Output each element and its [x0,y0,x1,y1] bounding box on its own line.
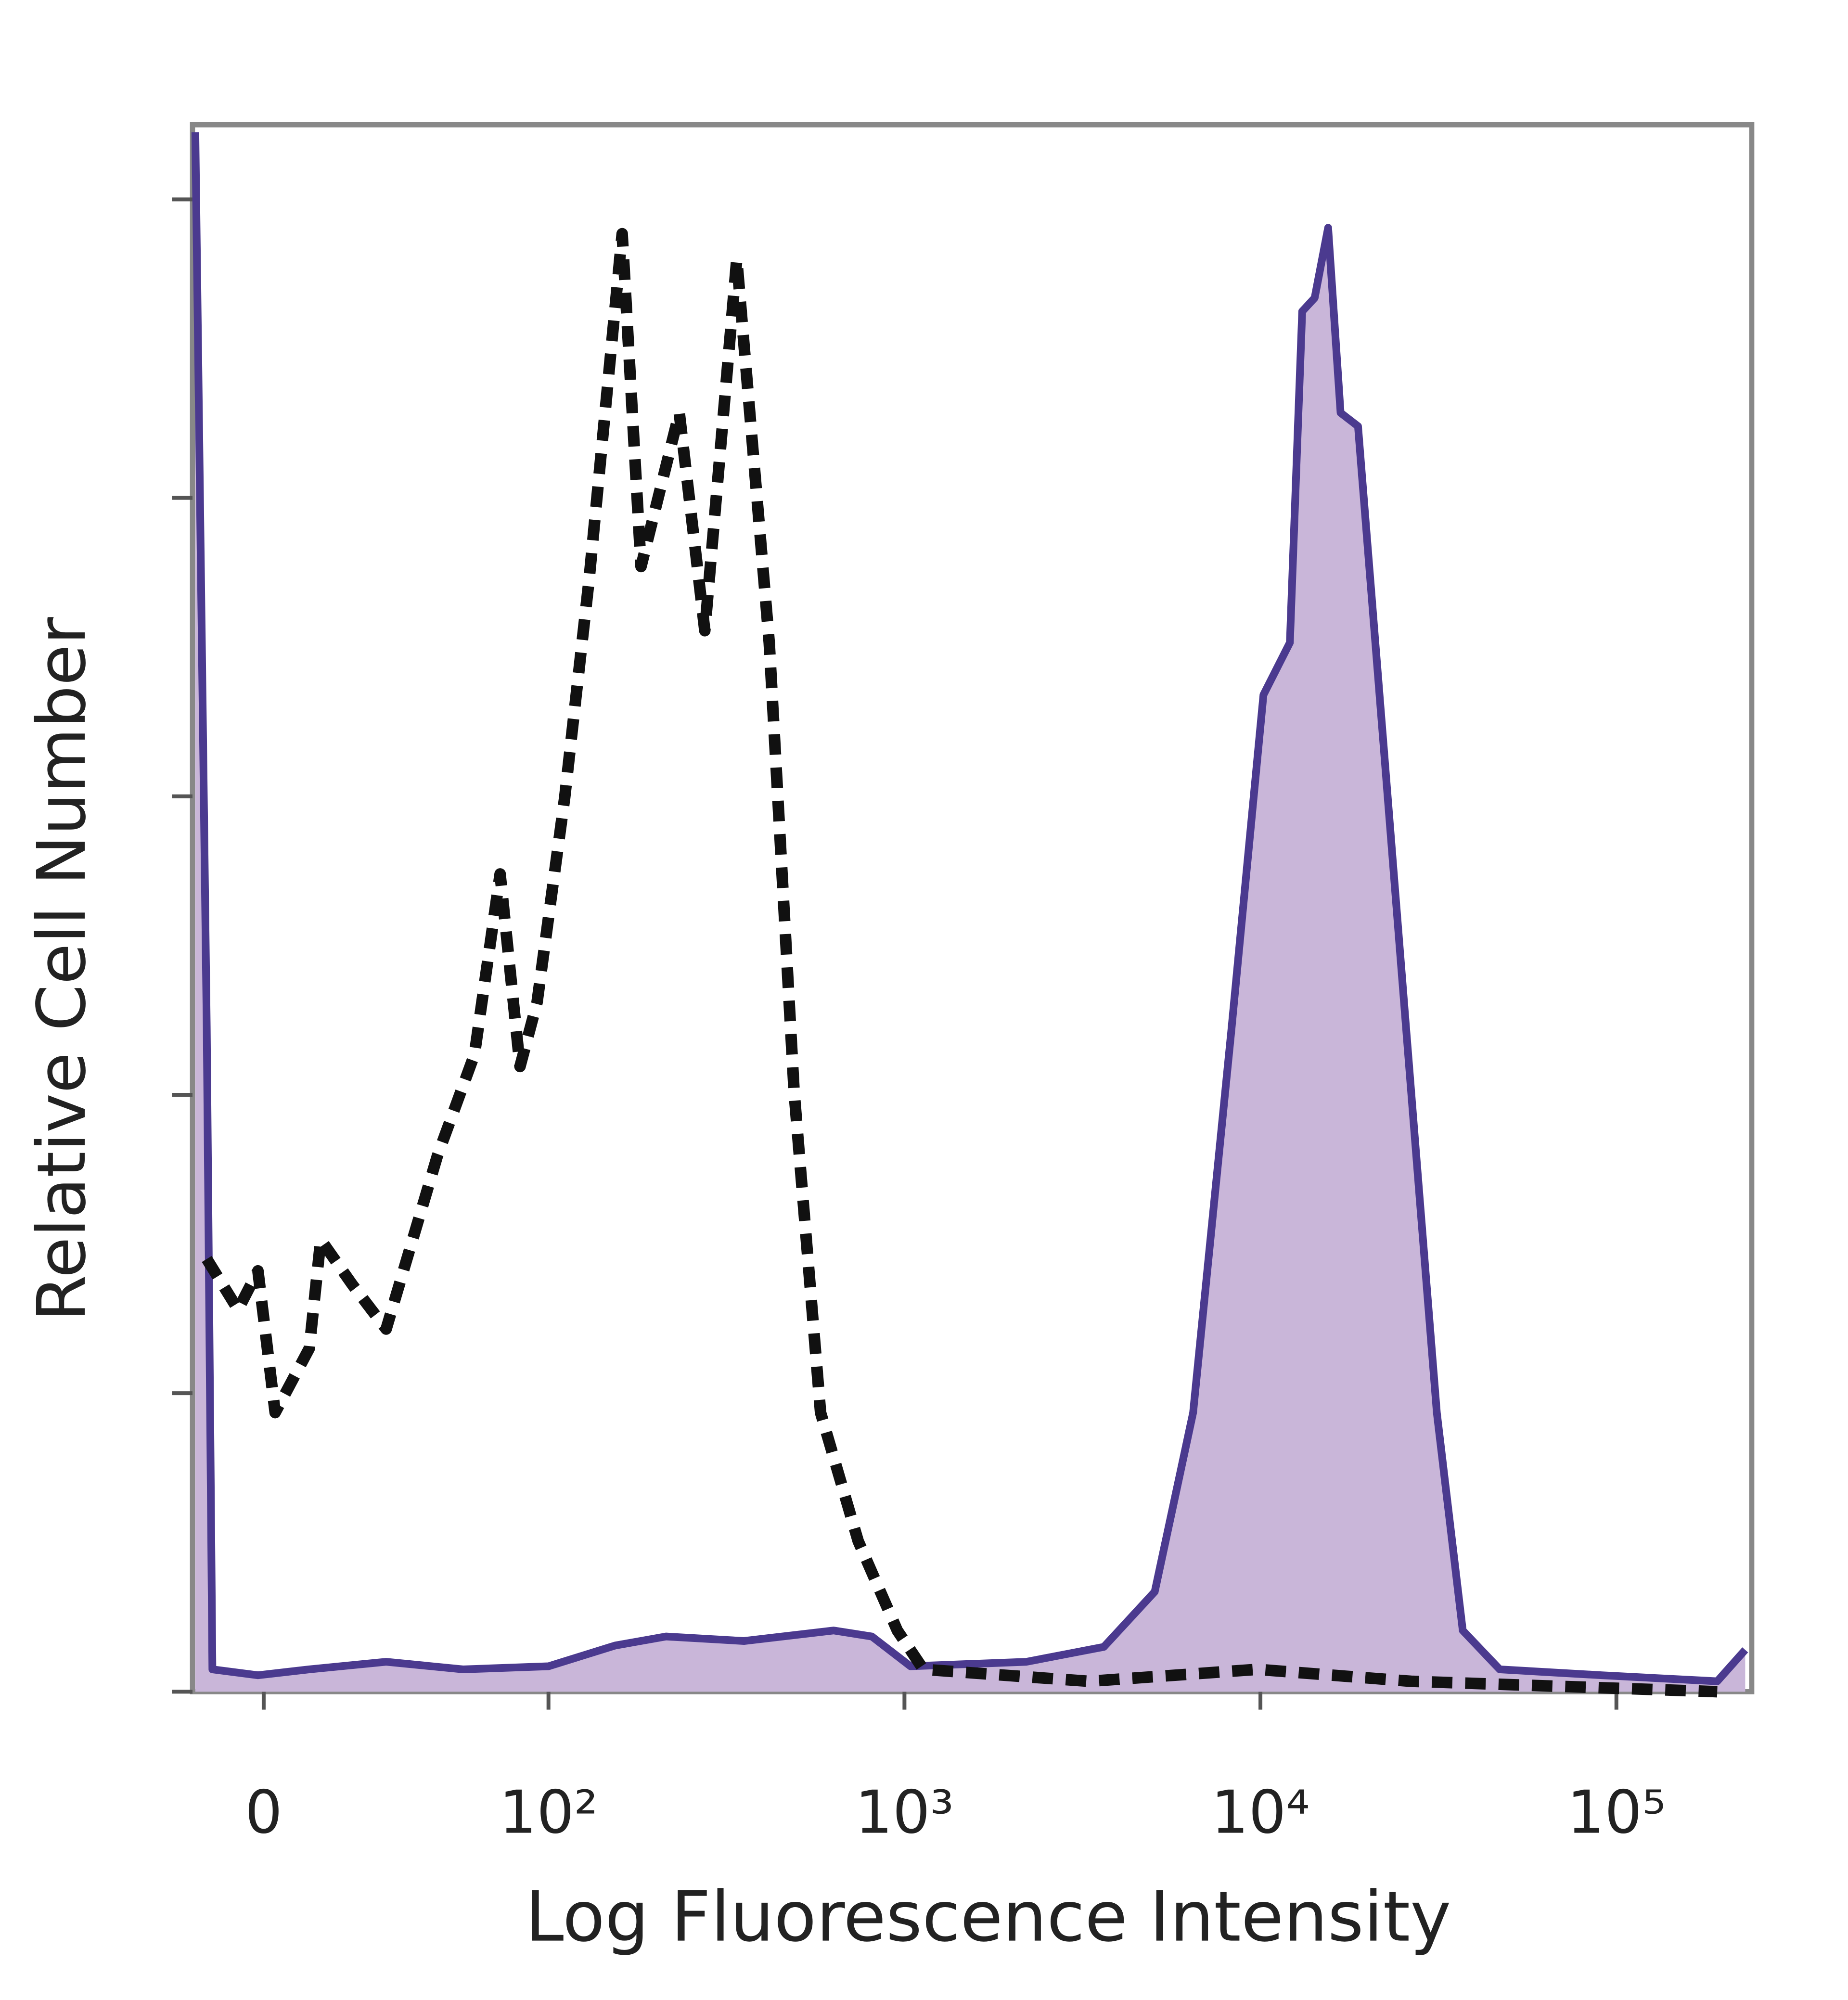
x-tick-label: 10³ [855,1778,954,1847]
histogram-area [195,132,1745,1692]
histogram-line [202,228,1718,1698]
histogram-line [191,132,1748,1685]
x-tick-label: 10² [499,1778,598,1847]
x-axis-title: Log Fluorescence Intensity [525,1876,1451,1957]
x-tick-label: 10⁵ [1567,1778,1666,1847]
plot-frame [190,122,1755,1694]
x-tick-label: 0 [245,1778,282,1847]
y-axis-title: Relative Cell Number [23,617,101,1321]
x-tick-label: 10⁴ [1211,1778,1309,1847]
